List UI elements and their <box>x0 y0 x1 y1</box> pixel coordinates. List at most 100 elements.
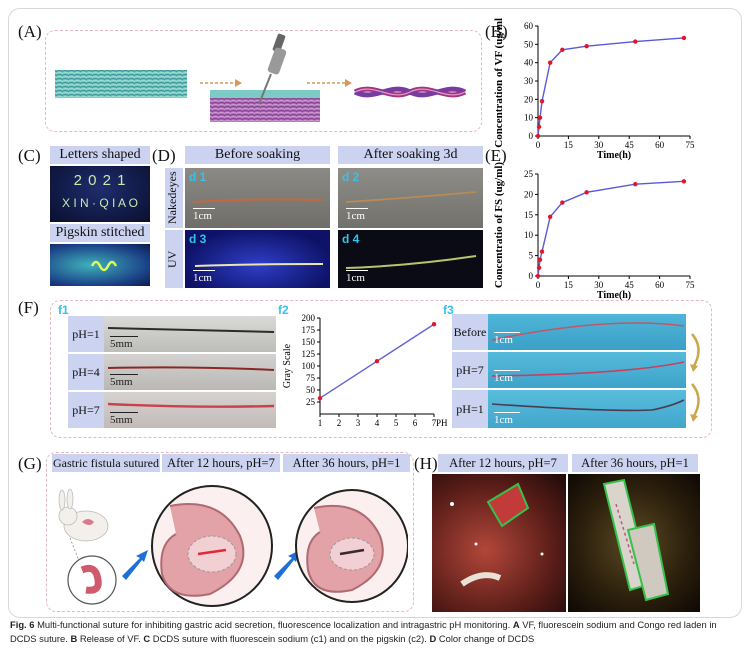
row-nakedeyes-label: Nakedeyes <box>165 168 183 228</box>
data-point <box>539 98 545 104</box>
y-tick-label: 150 <box>302 337 316 347</box>
x-tick-label: 30 <box>594 280 604 290</box>
data-point <box>681 35 687 41</box>
panel-f-label: (F) <box>18 298 39 317</box>
panel-f-box <box>50 300 712 438</box>
panel-g-box <box>46 452 414 612</box>
scale-f1-ph7: 5mm <box>110 412 138 426</box>
stomach-inset <box>67 555 117 605</box>
figure-caption: Fig. 6 Multi-functional suture for inhib… <box>10 618 740 646</box>
g-header-3: After 36 hours, pH=1 <box>283 454 410 472</box>
suture-f3-before <box>491 322 685 341</box>
y-tick-label: 0 <box>529 271 534 281</box>
y-tick-label: 15 <box>524 210 534 220</box>
before-soaking-header: Before soaking <box>185 146 330 164</box>
panel-e-label: (E) <box>485 146 507 165</box>
f1-ph1-label: pH=1 <box>68 316 104 352</box>
data-point <box>537 257 543 262</box>
photo-f1-ph1: 5mm <box>104 316 276 352</box>
caption-fig: Fig. 6 <box>10 619 35 630</box>
suture-f3-ph7 <box>491 361 685 377</box>
photo-f3-ph7: 1cm <box>488 352 686 388</box>
caption-text2: VF, fluorescein sodium and Congo red lad… <box>10 619 717 644</box>
caption-text5: Color change of DCDS <box>436 633 535 644</box>
y-tick-label: 0 <box>529 131 534 141</box>
x-tick-label: 7 <box>432 418 437 428</box>
after-soaking-header: After soaking 3d <box>338 146 483 164</box>
sub-f3: f3 <box>443 303 454 317</box>
data-point <box>537 115 543 120</box>
sub-d1: d 1 <box>189 170 207 184</box>
y-tick-label: 20 <box>524 189 534 199</box>
x-tick-label: 15 <box>564 140 574 150</box>
scale-d4: 1cm <box>346 270 368 284</box>
caption-d: D <box>429 633 437 644</box>
data-point <box>539 249 545 254</box>
scale-f3-ph1: 1cm <box>494 412 520 426</box>
f1-ph4-label: pH=4 <box>68 354 104 390</box>
suture-36h <box>339 548 365 556</box>
y-tick-label: 175 <box>302 325 316 335</box>
h-header-2: After 36 hours, pH=1 <box>572 454 698 472</box>
photo-f3-ph1: 1cm <box>488 390 686 428</box>
y-tick-label: 125 <box>302 349 316 359</box>
panel-b-label: (B) <box>485 22 508 41</box>
arrow-a1-head <box>235 79 242 87</box>
x-axis-label: PH <box>436 418 448 428</box>
y-tick-label: 10 <box>524 230 534 240</box>
data-point <box>560 200 565 205</box>
g-header-1: Gastric fistula sutured <box>52 454 160 472</box>
suture-f1-ph4 <box>107 366 275 371</box>
y-tick-label: 100 <box>302 361 316 371</box>
y-tick-label: 75 <box>306 373 316 383</box>
letters-photo: 2 0 2 1 X I N · Q I A O <box>50 166 150 222</box>
x-tick-label: 75 <box>686 280 696 290</box>
data-point <box>535 133 541 139</box>
x-tick-label: 6 <box>413 418 418 428</box>
sub-d4: d 4 <box>342 232 360 246</box>
h-header-1: After 12 hours, pH=7 <box>438 454 568 472</box>
y-tick-label: 50 <box>306 385 316 395</box>
suture-f1-ph1 <box>107 327 275 333</box>
suture-d1 <box>192 198 324 203</box>
panel-a-label: (A) <box>18 22 42 41</box>
f3-curved-arrows <box>690 333 700 422</box>
caption-text3: Release of VF. <box>77 633 144 644</box>
x-axis-label: Time(h) <box>597 290 631 301</box>
f3-before-label: Before <box>452 314 488 350</box>
letters-line1: 2 0 2 1 <box>73 172 127 189</box>
x-tick-label: 2 <box>337 418 342 428</box>
x-tick-label: 45 <box>625 140 635 150</box>
fistula-36h <box>329 537 375 571</box>
sub-f2: f2 <box>278 303 289 317</box>
row-uv-label: UV <box>165 230 183 288</box>
data-point <box>584 190 589 195</box>
f3-ph1-label: pH=1 <box>452 390 488 428</box>
suture-d4 <box>345 255 477 269</box>
x-tick-label: 60 <box>655 140 665 150</box>
fistula-12h <box>187 535 237 573</box>
x-tick-label: 45 <box>625 280 635 290</box>
y-tick-label: 20 <box>524 94 534 104</box>
sub-d2: d 2 <box>342 170 360 184</box>
scale-d1: 1cm <box>193 208 215 222</box>
sub-d3: d 3 <box>189 232 207 246</box>
rabbit-icon <box>58 488 109 542</box>
y-tick-label: 40 <box>524 58 534 68</box>
photo-d2: d 2 1cm <box>338 168 483 228</box>
scale-d3: 1cm <box>193 270 215 284</box>
data-point <box>547 214 553 220</box>
photo-d3: d 3 1cm <box>185 230 330 288</box>
f3-ph7-label: pH=7 <box>452 352 488 388</box>
f1-ph7-label: pH=7 <box>68 392 104 428</box>
x-tick-label: 4 <box>375 418 380 428</box>
photo-f3-before: 1cm <box>488 314 686 350</box>
chart-f2: 1 2 3 4 5 6 7 25 50 75 100 125 150 175 200 PH Gray Scale <box>282 313 448 428</box>
photo-d1: d 1 1cm <box>185 168 330 228</box>
g-header-2: After 12 hours, pH=7 <box>162 454 280 472</box>
data-point <box>681 179 687 184</box>
letters-line2: X I N · Q I A O <box>61 196 139 210</box>
y-tick-label: 10 <box>524 113 534 123</box>
caption-c: C <box>143 633 151 644</box>
